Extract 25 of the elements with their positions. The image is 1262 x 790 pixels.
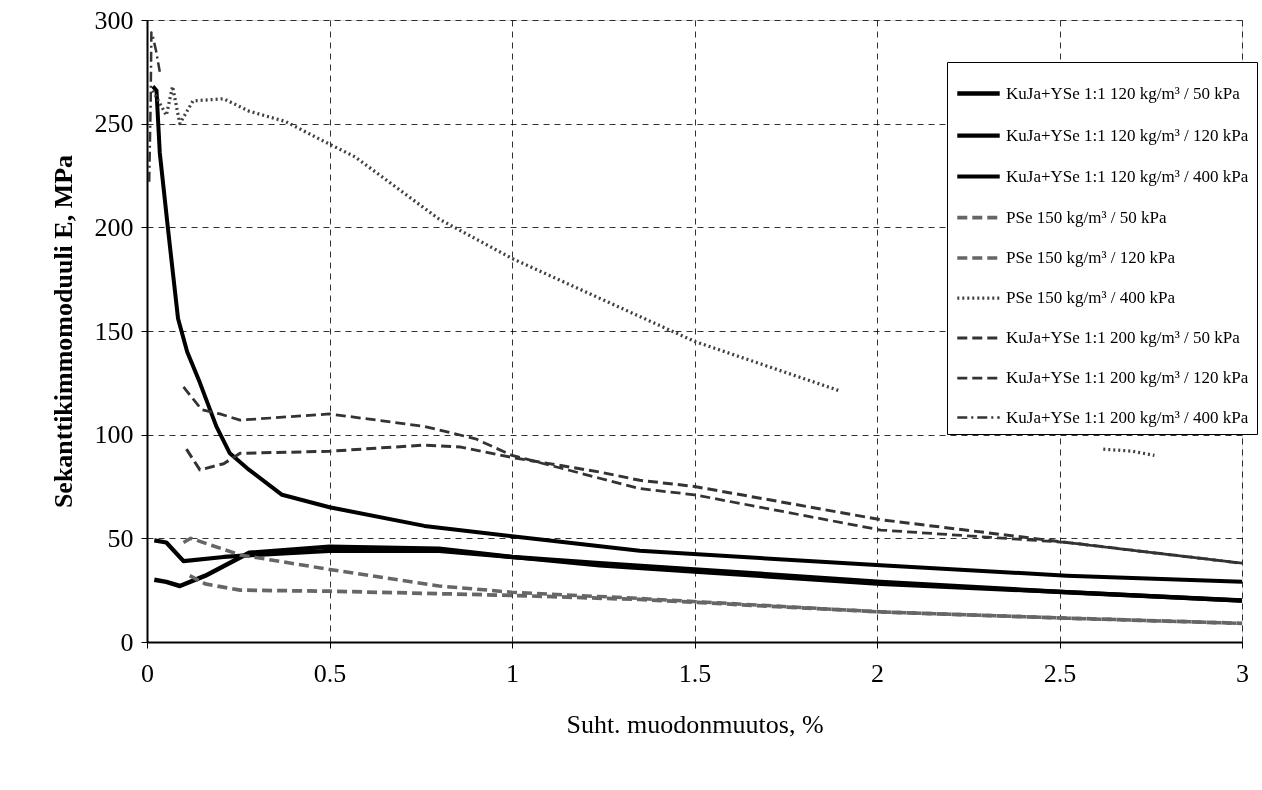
x-tick-label: 1.5 — [678, 658, 712, 688]
x-axis-title: Suht. muodonmuutos, % — [566, 709, 824, 739]
y-tick-label: 200 — [94, 212, 134, 242]
x-tick-label: 2.5 — [1043, 658, 1077, 688]
y-tick-label: 0 — [120, 627, 134, 657]
legend-label: KuJa+YSe 1:1 120 kg/m³ / 50 kPa — [1006, 83, 1241, 103]
x-tick-label: 3 — [1236, 658, 1249, 688]
legend-label: PSe 150 kg/m³ / 120 kPa — [1006, 248, 1176, 267]
legend-label: PSe 150 kg/m³ / 50 kPa — [1006, 207, 1167, 227]
legend-label: KuJa+YSe 1:1 120 kg/m³ / 120 kPa — [1006, 125, 1249, 145]
x-tick-label: 1 — [506, 658, 519, 688]
x-tick-label: 0 — [141, 658, 154, 688]
y-tick-label: 300 — [94, 5, 134, 35]
legend-label: KuJa+YSe 1:1 200 kg/m³ / 400 kPa — [1006, 407, 1249, 427]
x-tick-label: 0.5 — [313, 658, 347, 688]
y-tick-label: 250 — [94, 109, 134, 139]
legend-label: KuJa+YSe 1:1 120 kg/m³ / 400 kPa — [1006, 166, 1249, 186]
legend-label: PSe 150 kg/m³ / 400 kPa — [1006, 288, 1176, 307]
x-tick-label: 2 — [871, 658, 884, 688]
legend-label: KuJa+YSe 1:1 200 kg/m³ / 120 kPa — [1006, 368, 1249, 387]
y-tick-label: 150 — [94, 316, 134, 346]
y-tick-label: 100 — [94, 420, 134, 450]
y-axis-title: Sekanttikimmomoduuli E, MPa — [48, 154, 78, 509]
y-tick-label: 50 — [107, 523, 134, 553]
legend-label: KuJa+YSe 1:1 200 kg/m³ / 50 kPa — [1006, 328, 1241, 347]
